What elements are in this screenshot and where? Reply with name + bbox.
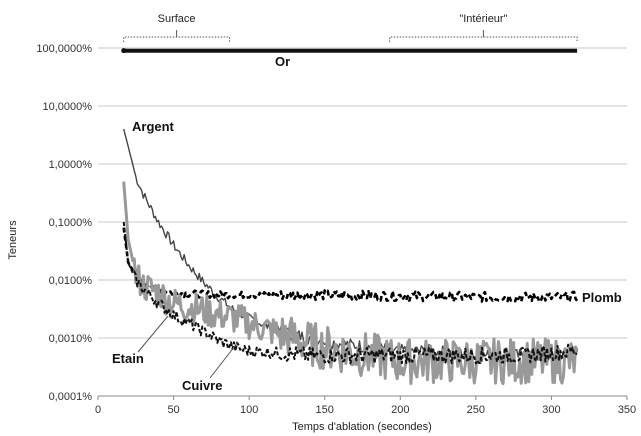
- region-bracket: [389, 36, 578, 42]
- y-tick-label: 0,0010%: [49, 333, 93, 345]
- x-axis-title: Temps d'ablation (secondes): [292, 421, 432, 433]
- region-label: Surface: [158, 13, 196, 25]
- series-line-etain: [122, 181, 579, 386]
- annotation-leader: [137, 315, 169, 353]
- series-line-plomb: [122, 227, 579, 303]
- x-tick-label: 100: [240, 404, 258, 416]
- y-tick-label: 0,1000%: [49, 217, 93, 229]
- annotations: Or Argent Plomb Etain Cuivre: [112, 54, 622, 393]
- x-tick-label: 300: [542, 404, 560, 416]
- grid: [98, 47, 627, 397]
- y-axis-title: Teneurs: [7, 220, 19, 260]
- annotation-label-argent: Argent: [132, 119, 175, 134]
- x-tick-label: 350: [618, 404, 636, 416]
- series-start-marker: [121, 48, 127, 54]
- annotation-label-or: Or: [275, 54, 290, 69]
- x-tick-label: 200: [391, 404, 409, 416]
- annotation-label-cuivre: Cuivre: [182, 378, 222, 393]
- axes: 0,0001% 0,0010% 0,0100% 0,1000% 1,0000% 10,00…: [36, 43, 636, 416]
- annotation-label-plomb: Plomb: [582, 290, 622, 305]
- series-line-cuivre: [122, 221, 578, 365]
- region-label: "Intérieur": [459, 13, 507, 25]
- series: [121, 48, 579, 386]
- x-tick-label: 150: [316, 404, 334, 416]
- x-tick-label: 50: [167, 404, 179, 416]
- y-tick-label: 0,0100%: [49, 275, 93, 287]
- annotation-label-etain: Etain: [112, 351, 144, 366]
- regions: Surface "Intérieur": [123, 13, 578, 42]
- y-tick-label: 1,0000%: [49, 159, 93, 171]
- y-tick-label: 10,0000%: [42, 101, 92, 113]
- y-tick-label: 100,0000%: [36, 43, 92, 55]
- x-tick-label: 0: [95, 404, 101, 416]
- region-bracket: [123, 36, 230, 42]
- annotation-leader: [209, 341, 239, 379]
- x-tick-label: 250: [467, 404, 485, 416]
- y-tick-label: 0,0001%: [49, 391, 93, 403]
